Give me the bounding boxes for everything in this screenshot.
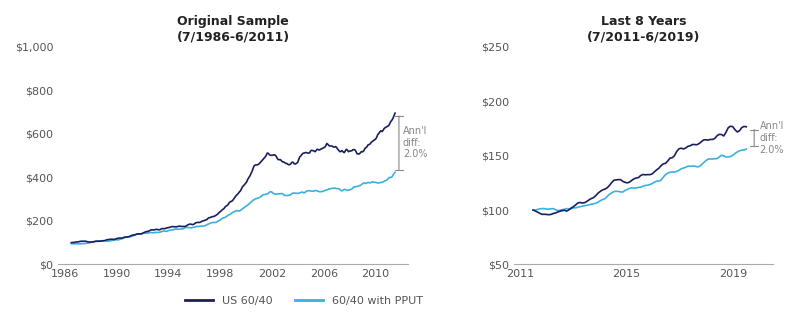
Text: Ann'l
diff:
2.0%: Ann'l diff: 2.0% xyxy=(403,126,427,159)
Title: Last 8 Years
(7/2011-6/2019): Last 8 Years (7/2011-6/2019) xyxy=(587,15,700,43)
Text: Ann'l
diff:
2.0%: Ann'l diff: 2.0% xyxy=(759,121,784,155)
Legend: US 60/40, 60/40 with PPUT: US 60/40, 60/40 with PPUT xyxy=(181,292,427,310)
Title: Original Sample
(7/1986-6/2011): Original Sample (7/1986-6/2011) xyxy=(177,15,290,43)
